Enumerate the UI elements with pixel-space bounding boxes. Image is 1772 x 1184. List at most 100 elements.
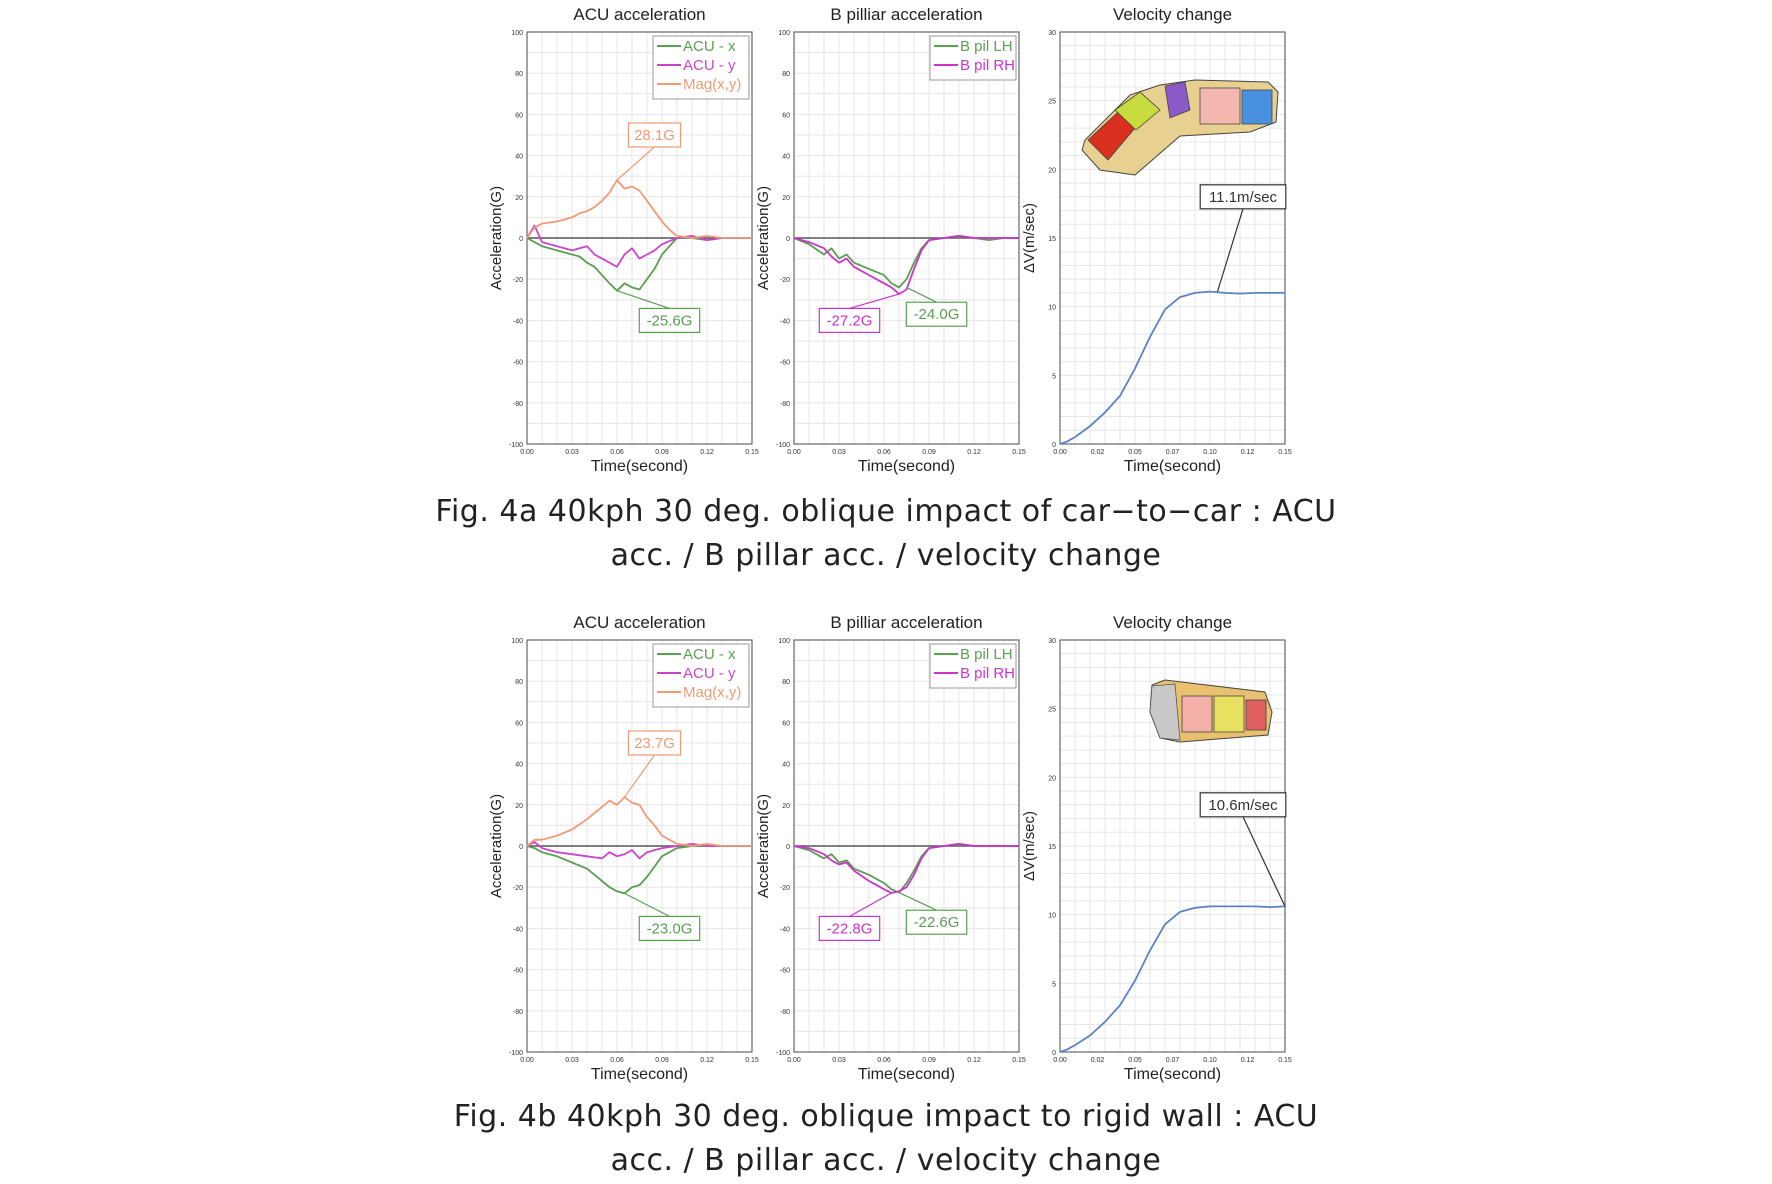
annotation-box — [905, 909, 968, 935]
y-tick-label: -40 — [780, 926, 790, 933]
annotation-box — [818, 307, 881, 333]
car-crash-image — [1081, 79, 1279, 176]
annotation-label: -25.6G — [647, 312, 693, 329]
y-tick-label: 20 — [515, 195, 523, 202]
y-tick-label: 25 — [1048, 99, 1056, 106]
y-tick-label: -80 — [780, 1009, 790, 1016]
annotation-box — [627, 122, 682, 148]
annotation-leader — [1216, 208, 1244, 292]
annotation-label: -27.2G — [827, 312, 873, 329]
y-tick-label: -20 — [513, 885, 523, 892]
annotation-label: 28.1G — [634, 127, 675, 144]
series-line-1 — [1059, 905, 1286, 1053]
x-tick-label: 0.07 — [1166, 1057, 1180, 1064]
y-tick-label: 5 — [1052, 373, 1056, 380]
legend-entry: B pil RH — [960, 665, 1015, 682]
x-tick-label: 0.15 — [1278, 449, 1292, 456]
legend-entry: ACU - y — [683, 665, 736, 682]
y-tick-label: -100 — [509, 1050, 523, 1057]
y-tick-label: 40 — [515, 762, 523, 769]
x-tick-label: 0.09 — [922, 1057, 936, 1064]
x-tick-label: 0.09 — [655, 449, 669, 456]
annotation-leader — [616, 146, 655, 181]
chart-panel-a-3: Velocity change 30 25 20 15 10 5 00.00 0.02 0.05 0… — [1021, 5, 1292, 475]
y-tick-label: 100 — [511, 638, 523, 645]
x-tick-label: 0.02 — [1091, 1057, 1105, 1064]
series-line-2 — [793, 843, 1019, 894]
caption-fig-4a-line2: acc. / B pillar acc. / velocity change — [610, 538, 1162, 573]
y-tick-label: 20 — [1048, 167, 1056, 174]
legend-entry: B pil LH — [960, 646, 1013, 663]
x-tick-label: 0.06 — [877, 449, 891, 456]
annotation-leader — [624, 892, 670, 917]
x-tick-label: 0.15 — [745, 1057, 759, 1064]
x-tick-label: 0.00 — [520, 449, 534, 456]
plot-frame — [1059, 31, 1286, 445]
series-line-3 — [526, 179, 752, 239]
y-tick-label: 40 — [782, 762, 790, 769]
x-tick-label: 0.00 — [1053, 449, 1067, 456]
legend-box — [652, 35, 750, 100]
car-cabin-shape — [1114, 91, 1161, 131]
annotation-leader — [1242, 816, 1286, 907]
y-tick-label: 0 — [1052, 1050, 1056, 1057]
y-tick-label: -60 — [513, 360, 523, 367]
x-tick-label: 0.12 — [1241, 449, 1255, 456]
x-axis-label: Time(second) — [858, 1066, 955, 1083]
x-axis-label: Time(second) — [591, 458, 688, 475]
y-axis-label: Acceleration(G) — [488, 794, 505, 898]
caption-fig-4b-line2: acc. / B pillar acc. / velocity change — [610, 1143, 1162, 1178]
legend-entry: ACU - x — [683, 38, 736, 55]
car-roof-shape — [1199, 87, 1241, 125]
y-tick-label: -60 — [780, 968, 790, 975]
legend-box — [929, 643, 1017, 689]
y-axis-label: Acceleration(G) — [755, 794, 772, 898]
x-tick-label: 0.06 — [610, 449, 624, 456]
y-tick-label: 10 — [1048, 305, 1056, 312]
y-tick-label: 0 — [786, 236, 790, 243]
y-tick-label: -60 — [513, 968, 523, 975]
y-tick-label: 15 — [1048, 236, 1056, 243]
y-tick-label: 20 — [782, 195, 790, 202]
y-tick-label: 100 — [778, 638, 790, 645]
y-tick-label: 15 — [1048, 844, 1056, 851]
y-tick-label: 60 — [515, 720, 523, 727]
x-tick-label: 0.10 — [1203, 449, 1217, 456]
x-tick-label: 0.06 — [610, 1057, 624, 1064]
y-tick-label: 60 — [782, 720, 790, 727]
x-tick-label: 0.07 — [1166, 449, 1180, 456]
x-tick-label: 0.05 — [1128, 449, 1142, 456]
y-axis-label: ΔV(m/sec) — [1021, 811, 1038, 881]
y-tick-label: 100 — [778, 30, 790, 37]
caption-fig-4a: Fig. 4a 40kph 30 deg. oblique impact of … — [0, 490, 1772, 578]
annotation-label: -22.6G — [914, 914, 960, 931]
y-tick-label: -60 — [780, 360, 790, 367]
y-tick-label: -80 — [780, 401, 790, 408]
car-rear-shape — [1245, 699, 1267, 731]
annotation-box — [1199, 792, 1287, 818]
plot-frame — [1059, 639, 1286, 1053]
x-tick-label: 0.10 — [1203, 1057, 1217, 1064]
x-tick-label: 0.03 — [565, 1057, 579, 1064]
x-tick-label: 0.12 — [1241, 1057, 1255, 1064]
y-tick-label: 20 — [782, 803, 790, 810]
annotation-box — [905, 301, 968, 327]
legend-entry: B pil RH — [960, 57, 1015, 74]
chart-title: Velocity change — [1113, 613, 1232, 632]
y-tick-label: 0 — [519, 236, 523, 243]
x-tick-label: 0.00 — [787, 1057, 801, 1064]
series-line-2 — [793, 235, 1019, 295]
y-tick-label: 0 — [1052, 442, 1056, 449]
x-tick-label: 0.15 — [1012, 1057, 1026, 1064]
x-axis-label: Time(second) — [591, 1066, 688, 1083]
car-panel-shape — [1164, 81, 1191, 119]
legend-entry: B pil LH — [960, 38, 1013, 55]
x-tick-label: 0.12 — [700, 1057, 714, 1064]
chart-title: ACU acceleration — [573, 5, 705, 24]
x-tick-label: 0.09 — [922, 449, 936, 456]
y-tick-label: 0 — [786, 844, 790, 851]
y-tick-label: -40 — [780, 318, 790, 325]
car-roof-shape — [1213, 695, 1245, 733]
y-tick-label: 30 — [1048, 30, 1056, 37]
